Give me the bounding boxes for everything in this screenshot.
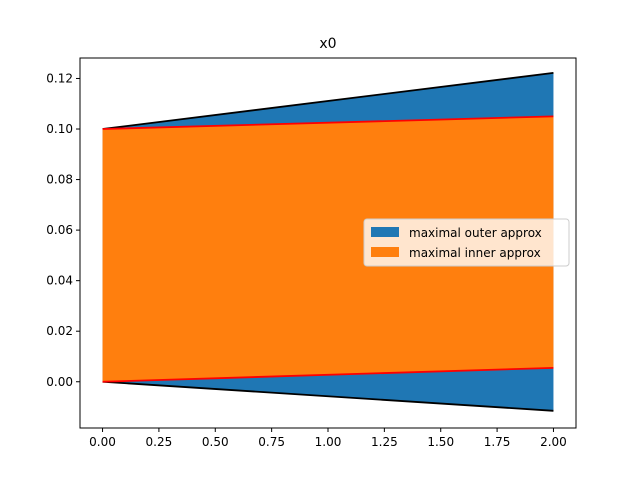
series-layer [102,72,554,412]
legend-box [363,218,570,267]
series-upper-line-0 [102,72,554,130]
x-tick-label: 1.75 [484,435,511,449]
x-tick-label: 2.00 [540,435,567,449]
x-tick-label: 0.50 [202,435,229,449]
y-axis: 0.00 0.02 0.04 0.06 0.08 0.10 0.12 [46,71,80,389]
x-tick-label: 0.25 [146,435,173,449]
y-tick-label: 0.00 [46,375,73,389]
y-tick-label: 0.10 [46,122,73,136]
y-tick-label: 0.06 [46,223,73,237]
legend-swatch-0 [371,227,399,237]
x-tick-label: 1.00 [315,435,342,449]
series-upper-line-1 [102,115,554,130]
legend-swatch-1 [371,247,399,257]
series-lower-line-1 [102,366,554,383]
x-tick-label: 1.50 [427,435,454,449]
x-tick-label: 0.00 [89,435,116,449]
y-tick-label: 0.12 [46,71,73,85]
legend-label-0: maximal outer approx [409,226,542,240]
series-area-1 [102,116,554,382]
chart-title: x0 [319,36,336,52]
series-lower-line-0 [102,380,554,412]
legend: maximal outer approx maximal inner approx [363,218,570,267]
x-tick-label: 1.25 [371,435,398,449]
y-tick-label: 0.02 [46,324,73,338]
y-tick-label: 0.04 [46,274,73,288]
legend-label-1: maximal inner approx [409,246,541,260]
x-tick-label: 0.75 [258,435,285,449]
x-axis: 0.00 0.25 0.50 0.75 1.00 1.25 1.50 1.75 2.00 [89,428,567,449]
y-tick-label: 0.08 [46,173,73,187]
